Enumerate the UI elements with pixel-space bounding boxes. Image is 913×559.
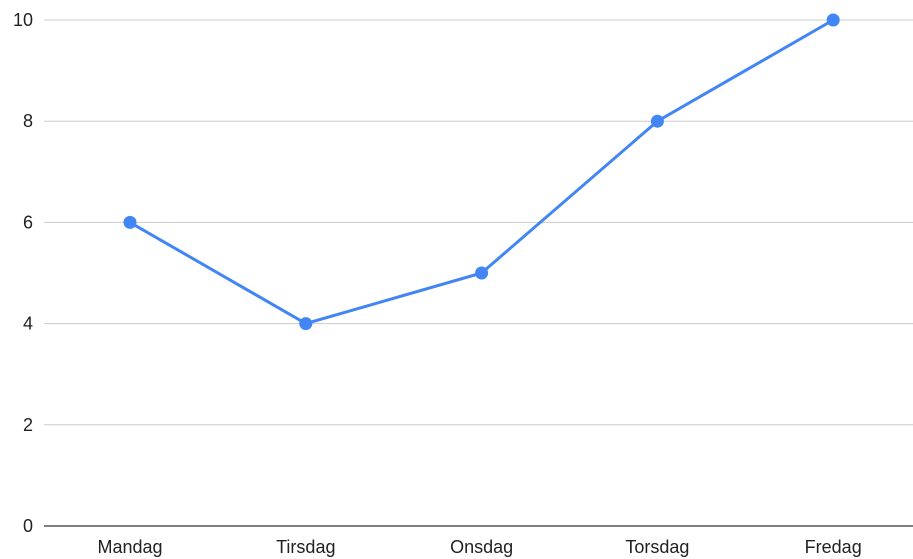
y-tick-label: 8 bbox=[23, 111, 33, 131]
x-tick-label: Tirsdag bbox=[276, 537, 335, 557]
gridlines bbox=[44, 19, 913, 426]
y-tick-label: 0 bbox=[23, 516, 33, 536]
x-tick-label: Mandag bbox=[97, 537, 162, 557]
x-tick-label: Onsdag bbox=[450, 537, 513, 557]
y-tick-label: 10 bbox=[13, 10, 33, 30]
data-point bbox=[826, 13, 840, 27]
y-tick-label: 4 bbox=[23, 314, 33, 334]
y-tick-label: 2 bbox=[23, 415, 33, 435]
x-tick-label: Torsdag bbox=[625, 537, 689, 557]
x-tick-label: Fredag bbox=[805, 537, 862, 557]
y-axis-tick-labels: 0 2 4 6 8 10 bbox=[13, 10, 33, 536]
data-point bbox=[299, 317, 313, 331]
series bbox=[123, 13, 840, 331]
data-point bbox=[475, 266, 489, 280]
y-tick-label: 6 bbox=[23, 212, 33, 232]
data-point bbox=[650, 114, 664, 128]
x-axis-tick-labels: Mandag Tirsdag Onsdag Torsdag Fredag bbox=[97, 537, 861, 557]
data-point bbox=[123, 215, 137, 229]
